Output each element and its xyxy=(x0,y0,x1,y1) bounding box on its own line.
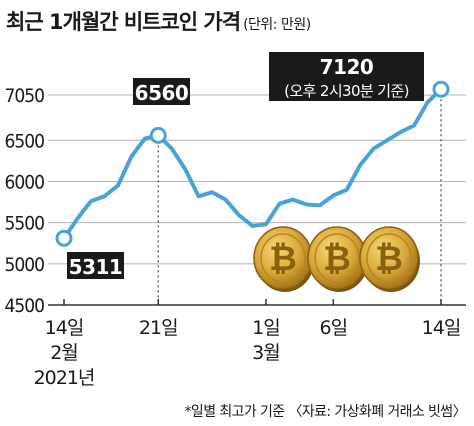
svg-text:₿: ₿ xyxy=(375,239,403,279)
y-tick-label: 7050 xyxy=(5,85,45,107)
svg-text:₿: ₿ xyxy=(269,239,297,279)
x-tick-label: 1일 xyxy=(252,317,280,339)
y-tick-label: 6000 xyxy=(5,171,45,193)
callout-sublabel: (오후 2시30분 기준) xyxy=(284,82,409,100)
x-tick-label: 14일 xyxy=(45,317,84,339)
x-tick-label: 3월 xyxy=(252,342,280,364)
bitcoin-coin-icon: ₿ xyxy=(359,226,420,292)
data-point-marker xyxy=(149,126,167,144)
source-footnote: *일별 최고가 기준 〈자료: 가상화폐 거래소 빗썸〉 xyxy=(184,404,467,420)
chart-title: 최근 1개월간 비트코인 가격 (단위: 만원) xyxy=(6,6,311,36)
data-point-marker xyxy=(55,229,73,247)
x-tick-label: 2월 xyxy=(50,342,78,364)
svg-text:₿: ₿ xyxy=(323,239,351,279)
x-tick-label: 14일 xyxy=(422,317,461,339)
callout-box xyxy=(269,52,424,101)
y-tick-label: 6500 xyxy=(5,130,45,152)
y-tick-label: 5500 xyxy=(5,213,45,235)
y-tick-label: 5000 xyxy=(5,254,45,276)
unit-label: (단위: 만원) xyxy=(243,17,311,33)
callout-value: 5311 xyxy=(69,255,123,279)
callout-box xyxy=(67,252,124,279)
bitcoin-coin-icon: ₿ xyxy=(307,226,368,292)
x-tick-label: 6일 xyxy=(319,317,347,339)
bitcoin-coin-icon: ₿ xyxy=(253,226,314,292)
callout-value: 7120 xyxy=(320,55,374,79)
callout-value: 6560 xyxy=(135,81,189,105)
x-tick-label: 2021년 xyxy=(34,367,95,389)
chart-title-text: 최근 1개월간 비트코인 가격 xyxy=(6,10,241,34)
data-point-marker xyxy=(432,80,450,98)
x-tick-label: 21일 xyxy=(139,317,178,339)
price-line xyxy=(62,87,443,241)
callout-box xyxy=(133,78,190,105)
y-tick-label: 4500 xyxy=(5,295,45,317)
